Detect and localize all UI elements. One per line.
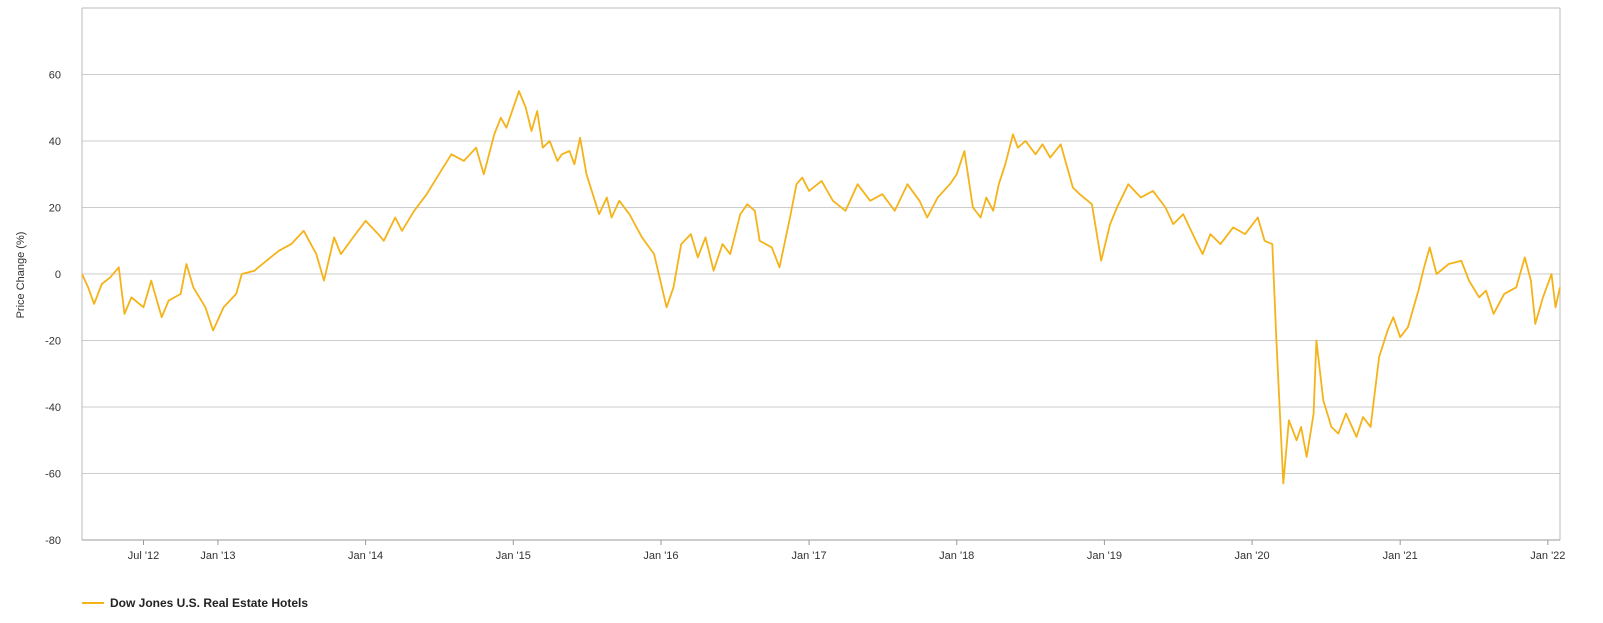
- x-tick-label: Jan '20: [1235, 550, 1270, 562]
- x-tick-label: Jan '19: [1087, 550, 1122, 562]
- y-tick-label: -20: [45, 336, 61, 348]
- x-axis-ticks: Jul '12 Jan '13 Jan '14 Jan '15 Jan '16 Jan '…: [128, 540, 1565, 562]
- y-tick-label: 60: [49, 70, 61, 82]
- y-tick-label: -80: [45, 535, 61, 547]
- x-tick-label: Jan '17: [791, 550, 826, 562]
- x-tick-label: Jan '16: [643, 550, 678, 562]
- gridlines: [82, 74, 1560, 541]
- y-axis-label: Price Change (%): [15, 232, 27, 319]
- legend-label-hotels: Dow Jones U.S. Real Estate Hotels: [110, 596, 309, 610]
- series-line-0: [81, 90, 1561, 485]
- x-tick-label: Jan '22: [1530, 550, 1565, 562]
- y-tick-label: 0: [55, 269, 61, 281]
- x-tick-label: Jul '12: [128, 550, 159, 562]
- y-tick-label: -40: [45, 402, 61, 414]
- series-layer: [81, 90, 1561, 485]
- x-tick-label: Jan '21: [1383, 550, 1418, 562]
- y-tick-label: 20: [49, 203, 61, 215]
- x-tick-label: Jan '18: [939, 550, 974, 562]
- x-tick-label: Jan '14: [348, 550, 383, 562]
- legend-swatch-hotels: [82, 602, 104, 604]
- y-axis-ticks: 60 40 20 0 -20 -40 -60 -80: [45, 70, 61, 548]
- y-tick-label: 40: [49, 136, 61, 148]
- x-tick-label: Jan '13: [200, 550, 235, 562]
- legend: Dow Jones U.S. Real Estate Hotels: [82, 596, 308, 610]
- y-tick-label: -60: [45, 469, 61, 481]
- x-tick-label: Jan '15: [496, 550, 531, 562]
